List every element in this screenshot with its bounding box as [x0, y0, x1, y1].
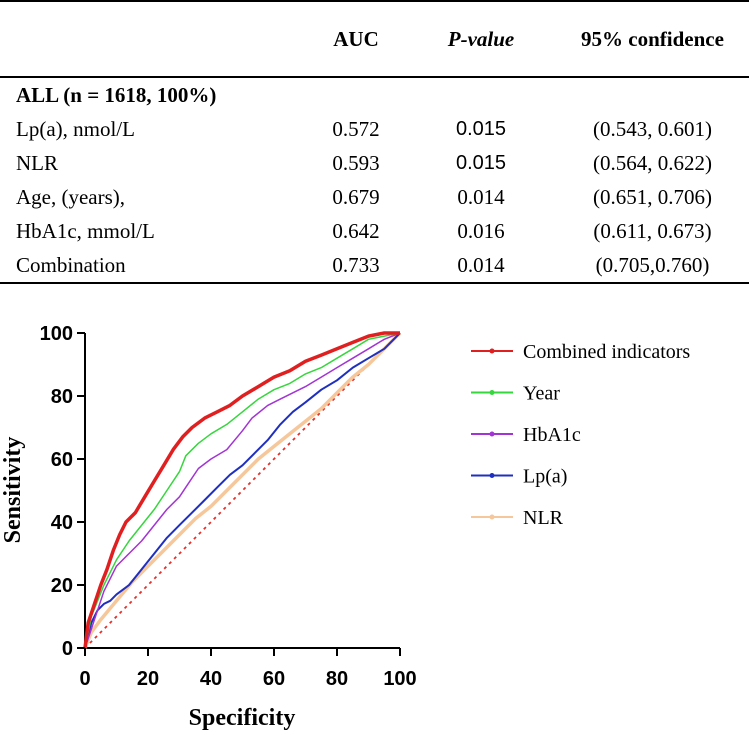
table-row: Age, (years), 0.679 0.014 (0.651, 0.706)	[0, 180, 749, 214]
row-ci: (0.543, 0.601)	[593, 116, 712, 141]
row-label: HbA1c, mmol/L	[16, 218, 155, 243]
chart-legend: Combined indicators Year HbA1c Lp(a) NLR	[471, 341, 690, 529]
y-tick-label: 40	[51, 512, 73, 534]
x-tick-label: 60	[263, 668, 285, 690]
header-p-value: P-value	[447, 26, 515, 51]
row-ci: (0.705,0.760)	[595, 252, 710, 277]
y-tick-label: 80	[51, 386, 73, 408]
row-ci: (0.564, 0.622)	[593, 150, 712, 175]
row-label: Lp(a), nmol/L	[16, 116, 135, 141]
y-tick-label: 60	[51, 449, 73, 471]
row-ci: (0.651, 0.706)	[593, 184, 712, 209]
table-row: HbA1c, mmol/L 0.642 0.016 (0.611, 0.673)	[0, 214, 749, 248]
group-label: ALL (n = 1618, 100%)	[16, 82, 217, 107]
y-tick-label: 0	[62, 638, 73, 660]
legend-label: Year	[523, 383, 560, 405]
y-tick-label: 20	[51, 575, 73, 597]
legend-label: Combined indicators	[523, 341, 690, 363]
header-empty	[0, 1, 306, 77]
header-auc: AUC	[333, 26, 379, 51]
x-tick-label: 20	[137, 668, 159, 690]
reference-diagonal	[84, 332, 401, 649]
chart-series	[83, 331, 402, 649]
table-group-row: ALL (n = 1618, 100%)	[0, 77, 749, 112]
row-p: 0.016	[457, 218, 505, 243]
results-table-container: AUC P-value 95% confidence ALL (n = 1618…	[0, 0, 749, 284]
x-axis-title: Specificity	[189, 705, 296, 731]
series-line-nlr	[83, 331, 402, 649]
series-line-hba1c	[84, 332, 401, 649]
legend-marker	[489, 514, 495, 520]
chart-axes	[84, 333, 400, 649]
row-auc: 0.679	[332, 184, 380, 209]
legend-label: HbA1c	[523, 424, 581, 446]
auc-table: AUC P-value 95% confidence ALL (n = 1618…	[0, 0, 749, 284]
legend-label: Lp(a)	[523, 466, 567, 488]
x-tick-label: 0	[79, 668, 90, 690]
legend-marker	[489, 348, 495, 354]
series-line-year	[84, 332, 401, 649]
row-ci: (0.611, 0.673)	[593, 218, 712, 243]
row-p: 0.014	[457, 184, 505, 209]
y-tick-label: 100	[40, 323, 73, 345]
series-line-lp-a-	[84, 332, 401, 649]
reference-diagonal-line	[84, 332, 401, 649]
row-label: Age, (years),	[16, 184, 126, 209]
legend-marker	[489, 431, 495, 437]
header-confidence: 95% confidence	[581, 26, 724, 51]
x-tick-label: 100	[383, 668, 416, 690]
row-p: 0.014	[457, 252, 505, 277]
row-auc: 0.593	[332, 150, 380, 175]
legend-marker	[489, 390, 495, 395]
row-label: NLR	[16, 150, 58, 175]
table-header-row: AUC P-value 95% confidence	[0, 1, 749, 77]
y-axis-title: Sensitivity	[0, 437, 26, 544]
row-auc: 0.733	[332, 252, 380, 277]
x-tick-label: 40	[200, 668, 222, 690]
table-row: Lp(a), nmol/L 0.572 0.015 (0.543, 0.601)	[0, 112, 749, 146]
row-p: 0.015	[455, 151, 507, 174]
legend-label: NLR	[523, 507, 564, 529]
table-row: Combination 0.733 0.014 (0.705,0.760)	[0, 248, 749, 283]
x-tick-label: 80	[326, 668, 348, 690]
row-label: Combination	[16, 252, 126, 277]
legend-marker	[489, 473, 495, 478]
row-auc: 0.642	[332, 218, 380, 243]
chart-ticks: 0 20 40 60 80 100 0 20 40 60 80 100	[40, 323, 417, 690]
series-line-combined-indicators	[83, 331, 400, 649]
row-auc: 0.572	[332, 116, 380, 141]
roc-chart: 0 20 40 60 80 100 0 20 40 60 80 100 Specificity Sen…	[0, 323, 690, 731]
table-row: NLR 0.593 0.015 (0.564, 0.622)	[0, 146, 749, 180]
row-p: 0.015	[455, 117, 507, 140]
